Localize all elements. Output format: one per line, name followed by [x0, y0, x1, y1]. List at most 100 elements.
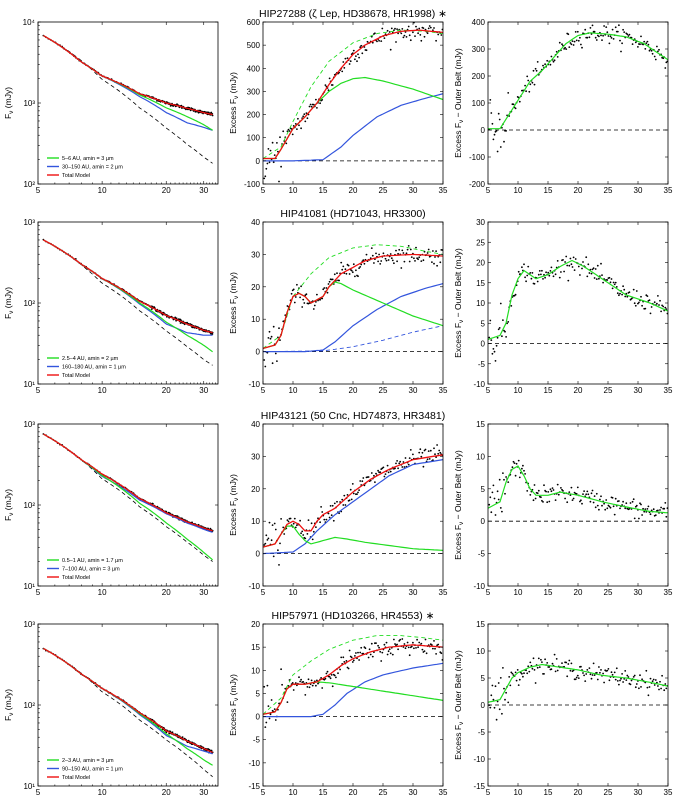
data-point [513, 462, 516, 464]
data-point [548, 666, 551, 668]
data-point [434, 647, 436, 650]
data-point [427, 248, 430, 251]
data-point [591, 24, 594, 27]
data-point [590, 272, 593, 275]
data-point [264, 726, 267, 728]
data-point [544, 276, 546, 279]
data-point [379, 650, 382, 653]
data-point [526, 75, 529, 78]
data-point [319, 102, 321, 105]
data-point [375, 642, 377, 644]
data-point [609, 281, 612, 284]
data-point [497, 328, 500, 331]
data-point [648, 686, 651, 688]
data-point [326, 670, 329, 673]
data-point [615, 667, 618, 670]
data-point [587, 493, 590, 496]
data-point [601, 39, 603, 41]
data-point [390, 27, 393, 30]
data-point [600, 34, 602, 37]
data-point [305, 112, 308, 115]
data-point [521, 467, 523, 470]
data-point [574, 258, 577, 260]
y-tick-label: 300 [472, 45, 486, 54]
legend-label: 30–150 AU, amin = 2 µm [62, 165, 123, 171]
data-point [296, 283, 298, 286]
x-tick-label: 15 [544, 588, 553, 597]
data-point [288, 130, 291, 132]
data-point [640, 295, 642, 298]
data-point [596, 264, 599, 267]
data-point [491, 352, 494, 355]
data-point [533, 484, 536, 486]
data-point [526, 490, 529, 492]
x-tick-label: 10 [514, 386, 523, 395]
data-point [651, 680, 654, 683]
data-point [656, 681, 658, 684]
inner-belt-curve [488, 259, 668, 340]
data-point [647, 694, 650, 697]
data-point [436, 264, 438, 267]
data-point [367, 476, 370, 478]
data-point [644, 48, 647, 50]
data-point [272, 325, 275, 328]
data-point [572, 497, 575, 500]
data-point [587, 263, 590, 266]
data-point [289, 517, 292, 520]
data-point [620, 50, 622, 53]
data-point [264, 175, 267, 178]
data-point [276, 142, 278, 144]
data-point [514, 107, 517, 110]
data-point [525, 669, 527, 672]
data-point [267, 337, 270, 339]
data-point [352, 492, 355, 495]
legend-label: 5–6 AU, amin = 3 µm [62, 156, 114, 162]
data-point [531, 667, 534, 670]
data-point [596, 678, 599, 681]
data-point [503, 478, 505, 481]
data-point [555, 658, 558, 660]
data-point [359, 480, 362, 482]
data-point [296, 128, 298, 131]
data-point [330, 514, 333, 517]
blue-dashed-curve [263, 325, 443, 353]
data-point [345, 660, 348, 662]
data-point [632, 676, 635, 678]
data-point [294, 296, 297, 298]
data-point [415, 246, 417, 249]
data-point [508, 676, 511, 678]
data-point [398, 640, 401, 642]
data-point [371, 655, 374, 658]
data-point [348, 273, 351, 275]
data-point [304, 537, 307, 540]
data-point [271, 362, 274, 365]
y-tick-label: 0 [256, 348, 261, 357]
data-point [488, 336, 491, 339]
data-point [540, 658, 542, 661]
data-point [547, 271, 550, 274]
x-axis-label: λ (µm) [116, 799, 140, 801]
data-point [545, 271, 547, 274]
data-point [657, 685, 659, 687]
data-point [576, 674, 579, 677]
data-point [386, 653, 389, 656]
y-axis-label: Fν (mJy) [3, 87, 15, 119]
data-point [631, 43, 634, 45]
data-point [660, 687, 662, 690]
data-point [301, 530, 304, 533]
data-point [311, 538, 314, 541]
data-point [569, 494, 572, 496]
panel-r4-c3: 5 10 15 20 25 30 35 -15 -10 -5 0 5 10 15 Excess Fν − O… [453, 620, 673, 801]
data-point [611, 28, 614, 31]
data-point [315, 526, 317, 528]
data-point [409, 449, 412, 451]
data-point [366, 40, 369, 43]
data-point [344, 268, 347, 271]
inner-belt-curve [488, 32, 668, 130]
data-point [610, 671, 613, 674]
data-point [331, 685, 334, 688]
data-point [488, 503, 491, 506]
data-point [377, 644, 379, 647]
y-tick-label: 10³ [23, 620, 35, 629]
data-point [586, 669, 589, 671]
